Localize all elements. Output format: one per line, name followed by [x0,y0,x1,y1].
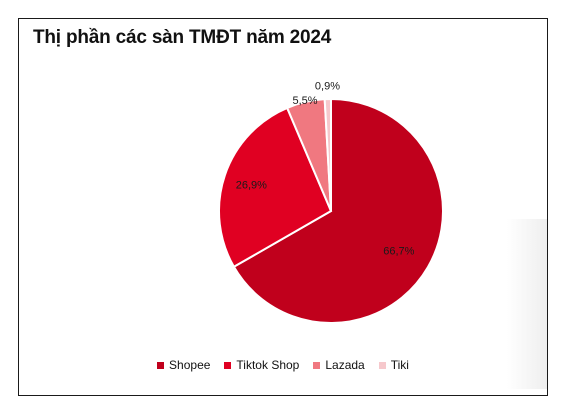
legend-label: Tiktok Shop [236,358,300,372]
legend-label: Tiki [390,358,409,372]
legend-item-shopee: Shopee [157,358,210,372]
chart-legend: Shopee Tiktok Shop Lazada Tiki [19,358,547,372]
pie-label-lazada: 5,5% [292,95,317,107]
pie-slice-tiki [323,97,332,212]
legend-item-tiki: Tiki [378,358,409,372]
legend-label: Lazada [325,358,365,372]
legend-swatch [378,361,386,369]
pie-label-tiki: 0,9% [315,81,340,93]
pie-label-shopee: 66,7% [383,245,414,257]
legend-swatch [224,361,232,369]
legend-item-lazada: Lazada [313,358,365,372]
pie-label-tiktok-shop: 26,9% [236,179,267,191]
edge-shadow [507,219,547,389]
chart-title: Thị phần các sàn TMĐT năm 2024 [33,27,332,48]
legend-item-tiktok-shop: Tiktok Shop [224,358,299,372]
pie-slice-shopee [232,97,444,324]
legend-swatch [313,361,321,369]
legend-label: Shopee [169,358,211,372]
legend-swatch [157,361,165,369]
chart-frame: Thị phần các sàn TMĐT năm 2024 66,7% 26,9… [18,18,548,396]
pie-chart: 66,7% 26,9% 5,5% 0,9% [218,81,444,324]
